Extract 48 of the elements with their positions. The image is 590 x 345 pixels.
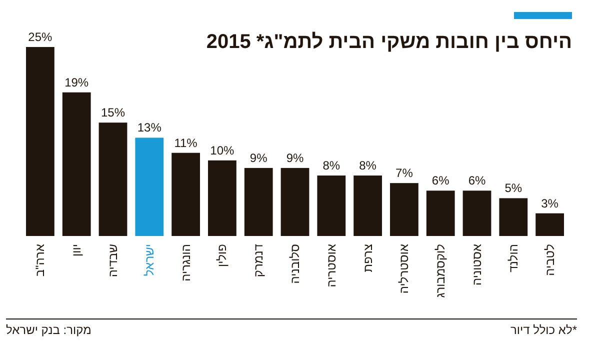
x-tick-label: ישראל — [142, 244, 156, 276]
x-tick-label: אוסטריה — [324, 244, 338, 288]
bar — [62, 92, 91, 236]
data-label: 8% — [359, 158, 377, 173]
bar — [390, 183, 418, 236]
bar — [98, 122, 128, 236]
data-label: 7% — [396, 166, 414, 180]
x-tick-label: סלובניה — [288, 244, 302, 284]
data-label: 10% — [210, 143, 235, 158]
data-label: 6% — [468, 174, 486, 188]
x-tick-label: לוקסמבורג — [434, 244, 448, 298]
bar — [26, 47, 54, 236]
x-tick-label: לטביה — [542, 244, 557, 276]
x-tick-label: ארה"ב — [33, 244, 48, 277]
text: מקור: בנק ישראל — [6, 323, 92, 337]
bar — [462, 190, 492, 236]
data-label: 15% — [100, 106, 126, 120]
bar — [135, 138, 164, 236]
x-tick-label: שבדיה — [106, 244, 120, 278]
bar — [354, 176, 382, 236]
bar — [208, 160, 236, 236]
data-label: 19% — [64, 75, 89, 90]
bar — [280, 168, 310, 236]
x-tick-label: יוון — [70, 244, 84, 256]
bar — [536, 213, 564, 236]
data-label: 9% — [250, 150, 268, 165]
text: *לא כולל דיור — [510, 323, 578, 337]
data-label: 25% — [28, 30, 53, 44]
data-label: 6% — [432, 174, 450, 188]
bar — [426, 190, 455, 236]
x-tick-label: הולנד — [506, 244, 520, 272]
chart-title: היחס בין חובות משקי הבית לתמ"ג* 2015 — [206, 31, 572, 53]
data-label: 13% — [137, 120, 162, 135]
x-tick-label: אסטוניה — [470, 244, 484, 286]
x-tick-label: צרפת — [360, 244, 375, 272]
bar — [317, 176, 346, 236]
bar — [499, 198, 528, 236]
data-label: 9% — [286, 150, 304, 165]
x-tick-label: אוסטרליה — [397, 244, 412, 294]
data-label: 3% — [541, 196, 559, 210]
data-label: 11% — [174, 136, 198, 150]
x-tick-label: פולין — [215, 244, 230, 268]
data-label: 8% — [322, 158, 340, 173]
data-label: 5% — [504, 181, 522, 196]
x-tick-label: דנמרק — [252, 244, 266, 278]
bar — [244, 168, 273, 236]
bar — [172, 152, 200, 236]
x-tick-label: הונגריה — [178, 244, 193, 282]
